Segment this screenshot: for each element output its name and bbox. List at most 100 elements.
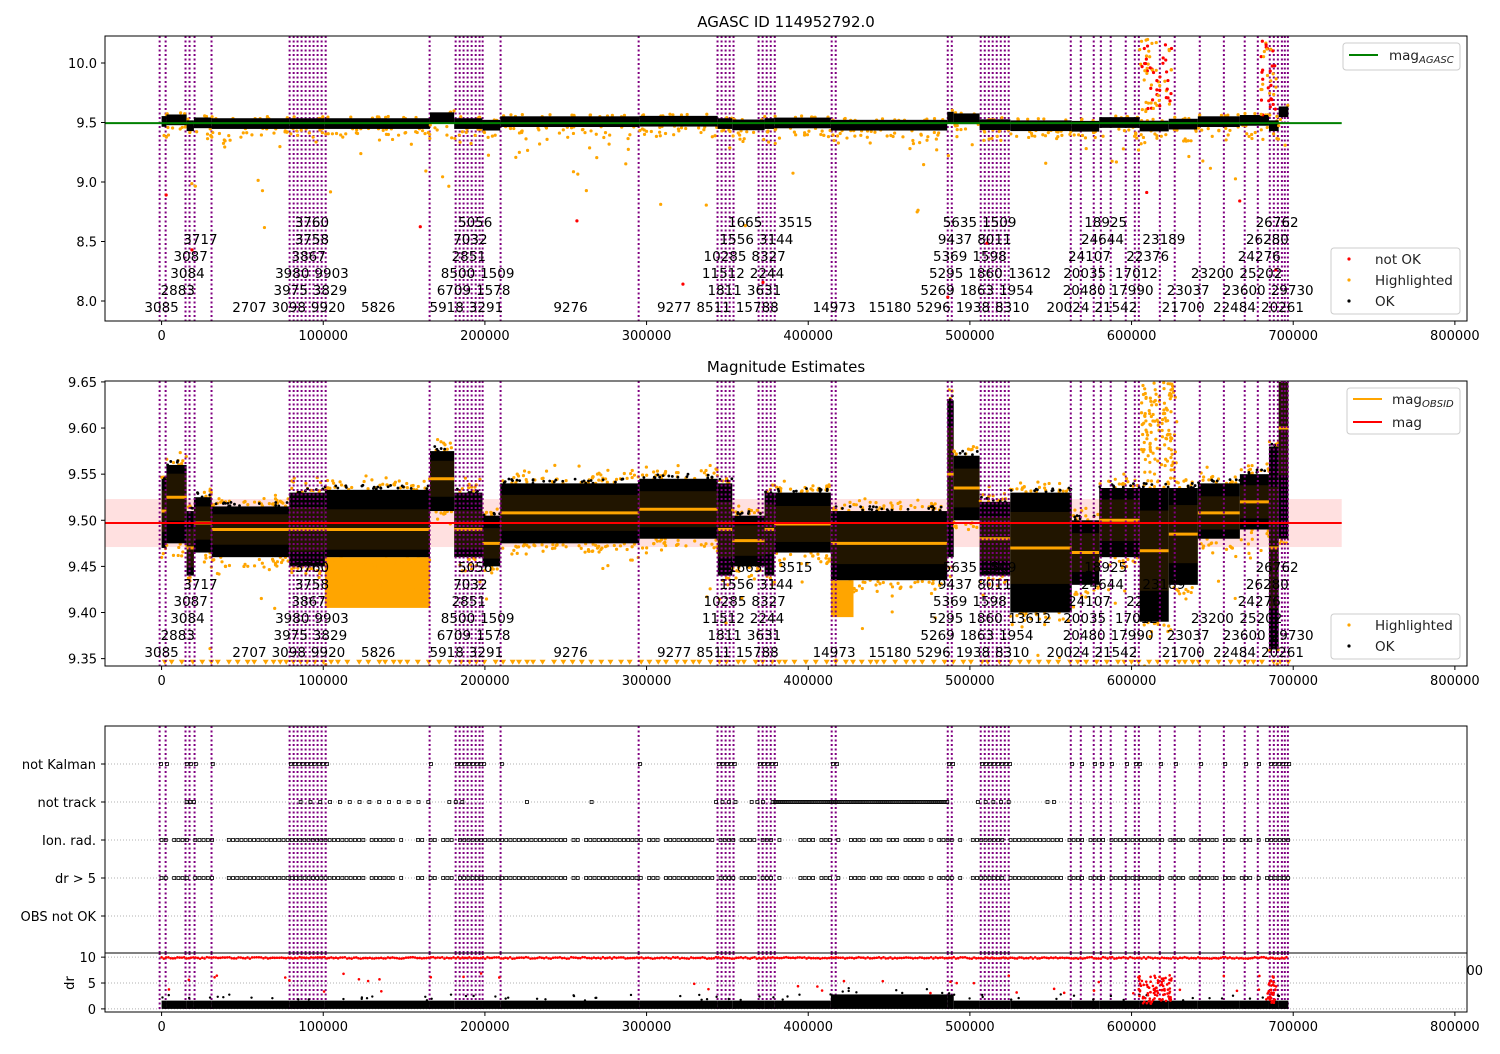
flag-marker [833, 800, 838, 804]
highlighted-point [330, 132, 335, 136]
highlighted-point [1243, 111, 1247, 116]
highlighted-point [514, 155, 518, 159]
ok-points-band [429, 112, 455, 124]
flag-marker [701, 876, 706, 880]
not-ok-point [187, 978, 191, 982]
highlighted-point [606, 468, 610, 472]
outlier-point [1149, 101, 1153, 105]
highlighted-point [1044, 161, 1048, 165]
not-ok-point [585, 956, 589, 960]
highlighted-point [275, 560, 280, 564]
obsid-label: 25202 [1239, 611, 1282, 627]
flag-marker [554, 876, 559, 880]
highlighted-point [1190, 585, 1194, 590]
highlighted-point [1122, 561, 1126, 565]
highlighted-point [734, 576, 738, 580]
highlighted-point [933, 616, 937, 620]
highlighted-point [1022, 618, 1026, 623]
highlighted-point [1026, 117, 1030, 121]
x-tick-label: 100000 [298, 329, 348, 344]
highlighted-point [589, 129, 593, 133]
not-ok-point [547, 957, 550, 960]
flag-marker [441, 838, 446, 842]
ok-point [929, 505, 933, 509]
obsid-label: 5635 [943, 560, 977, 576]
not-ok-point [492, 956, 496, 959]
highlighted-point [527, 545, 531, 549]
highlighted-point [223, 564, 228, 569]
not-ok-point [1101, 955, 1105, 959]
not-ok-point [359, 957, 363, 960]
highlighted-point [1168, 397, 1172, 401]
flag-marker [605, 876, 610, 880]
flag-marker [1126, 838, 1131, 842]
flag-marker [369, 876, 374, 880]
flag-marker [1202, 876, 1206, 880]
highlighted-point [177, 545, 181, 550]
not-ok-point [990, 956, 994, 959]
flag-marker [788, 800, 793, 804]
clipped-low-marker [1176, 659, 1183, 665]
flag-marker [1075, 876, 1080, 880]
flag-marker [1172, 876, 1177, 880]
highlighted-point [217, 497, 221, 501]
highlighted-point [865, 135, 869, 139]
ok-point [952, 993, 956, 996]
highlighted-point [355, 128, 359, 132]
not-ok-point [945, 956, 949, 960]
obsid-label: 3515 [778, 215, 812, 231]
flag-marker [197, 876, 202, 880]
outlier-point [1274, 85, 1278, 89]
obsid-label: 18925 [1084, 560, 1127, 576]
flag-marker [281, 838, 286, 842]
highlighted-point [524, 552, 528, 556]
not-ok-point [515, 956, 519, 960]
flag-marker [992, 762, 996, 766]
highlighted-point [1110, 159, 1114, 163]
outlier-point [1142, 61, 1147, 66]
flag-marker [739, 838, 744, 842]
not-ok-point [764, 957, 768, 960]
highlighted-point [1126, 480, 1130, 484]
ok-point [424, 995, 427, 999]
not-ok-point [191, 956, 195, 959]
ok-points-band [482, 1000, 501, 1009]
outlier-point [1259, 98, 1264, 102]
not-ok-point [551, 956, 555, 960]
highlighted-point [1239, 468, 1243, 472]
outlier-point [1146, 37, 1150, 42]
highlighted-point [1162, 401, 1167, 405]
highlighted-point [600, 546, 604, 550]
not-ok-point [898, 956, 901, 960]
outlier-point [1151, 70, 1156, 75]
highlighted-point [697, 126, 701, 130]
outlier-point [1259, 55, 1263, 59]
flag-marker [327, 838, 332, 842]
highlighted-point [1236, 113, 1240, 117]
highlighted-point [950, 108, 954, 112]
highlighted-point [1224, 126, 1228, 131]
not-ok-point [886, 956, 890, 960]
clipped-low-marker [539, 659, 546, 665]
flag-marker [857, 876, 862, 880]
axes-frame [104, 35, 1468, 322]
highlighted-point [1022, 613, 1026, 618]
not-ok-point [334, 956, 338, 960]
obsid-label: 5918 [430, 300, 464, 316]
not-ok-point [712, 956, 716, 960]
not-ok-point [934, 956, 937, 959]
flag-marker [467, 762, 471, 766]
highlighted-point [448, 441, 452, 445]
highlighted-point [676, 542, 680, 546]
clipped-low-marker [1244, 659, 1251, 665]
highlighted-point [1178, 592, 1182, 596]
ok-points-band [1197, 483, 1240, 539]
highlighted-point [824, 556, 828, 560]
y-tick-label: 8.5 [76, 236, 97, 251]
flag-marker [302, 876, 307, 880]
not-ok-point [1153, 989, 1157, 992]
highlighted-point [324, 132, 328, 136]
flag-marker [475, 762, 479, 766]
ok-point [685, 475, 689, 479]
ok-point [531, 481, 535, 485]
